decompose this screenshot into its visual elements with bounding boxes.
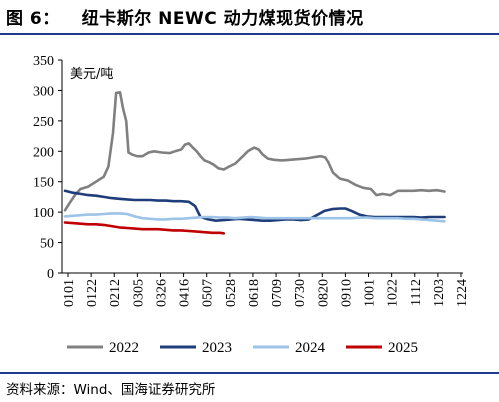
legend-label-2024: 2024 <box>295 340 326 356</box>
legend-label-2025: 2025 <box>388 340 418 356</box>
y-tick-label: 200 <box>33 145 54 160</box>
series-line-2022 <box>63 91 446 212</box>
line-chart: 0 50 100 150 200 250 300 350 0101 0122 0212 0305 032… <box>33 54 470 356</box>
y-tick-label: 300 <box>33 84 54 99</box>
x-tick-label: 1022 <box>386 279 401 307</box>
footer-rule <box>0 372 499 374</box>
x-tick-label: 0709 <box>270 279 285 307</box>
x-tick-label: 1203 <box>432 279 447 307</box>
figure-title-text: 纽卡斯尔 NEWC 动力煤现货价情况 <box>81 9 364 29</box>
legend-label-2023: 2023 <box>202 340 232 356</box>
x-tick-label: 0618 <box>247 279 262 307</box>
series-line-2025 <box>63 221 226 235</box>
x-tick-label: 0507 <box>201 279 216 307</box>
x-tick-label: 0528 <box>224 279 239 307</box>
figure-label: 图 6： <box>6 9 60 29</box>
x-tick-label: 0910 <box>339 279 354 307</box>
y-tick-label: 250 <box>33 115 54 130</box>
legend-label-2022: 2022 <box>109 340 139 356</box>
y-tick-label: 150 <box>33 176 54 191</box>
y-tick-label: 350 <box>33 54 54 69</box>
legend: 2022 2023 2024 2025 <box>67 340 418 356</box>
x-tick-label: 0820 <box>316 279 331 307</box>
x-tick-label: 1001 <box>363 279 378 307</box>
axes: 0 50 100 150 200 250 300 350 0101 0122 0212 0305 032… <box>33 54 470 307</box>
y-tick-label: 100 <box>33 206 54 221</box>
x-tick-label: 0730 <box>293 279 308 307</box>
x-tick-label: 1224 <box>455 279 470 307</box>
x-tick-label: 0326 <box>154 279 169 307</box>
title-underline <box>0 33 499 35</box>
y-axis-unit-label: 美元/吨 <box>70 67 113 82</box>
x-tick-label: 0305 <box>131 279 146 307</box>
series-line-2024 <box>63 212 446 223</box>
y-tick-label: 50 <box>40 237 54 252</box>
y-tick-label: 0 <box>47 267 54 282</box>
figure-title: 图 6： 纽卡斯尔 NEWC 动力煤现货价情况 <box>6 4 364 29</box>
x-tick-label: 0101 <box>62 279 77 307</box>
x-tick-label: 1112 <box>409 279 424 306</box>
source-note: 资料来源：Wind、国海证券研究所 <box>6 382 216 398</box>
x-tick-label: 0212 <box>108 279 123 307</box>
x-tick-label: 0122 <box>85 279 100 307</box>
x-tick-label: 0416 <box>178 279 193 307</box>
series-lines <box>63 91 446 235</box>
